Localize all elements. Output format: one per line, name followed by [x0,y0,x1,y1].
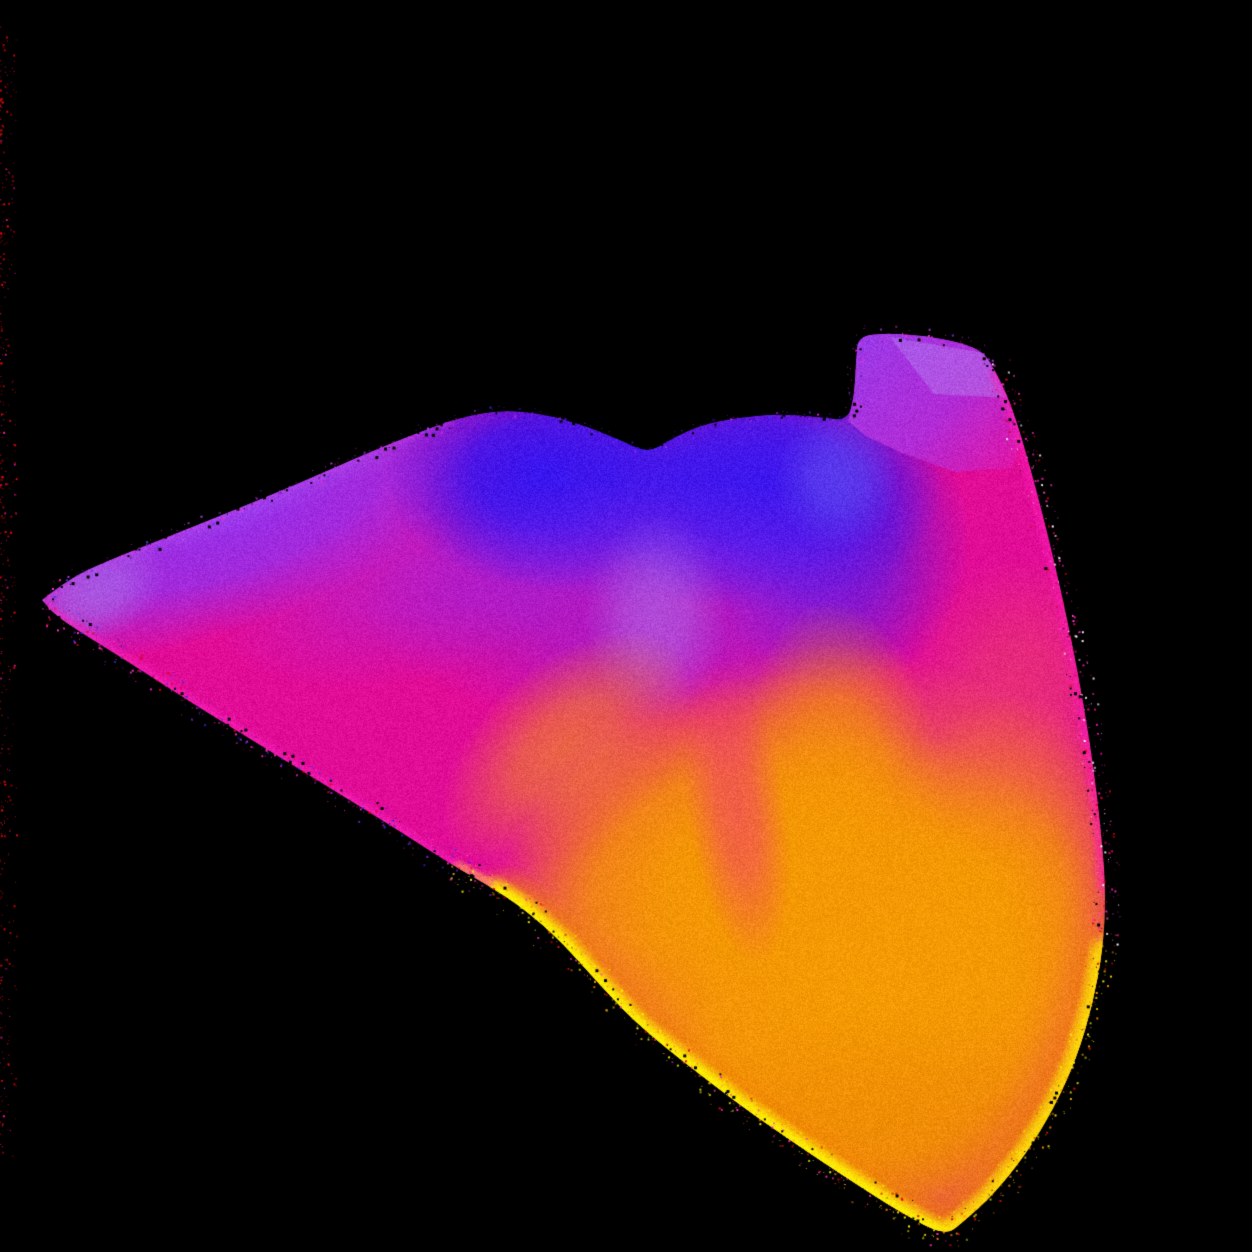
point-cloud-canvas [0,0,1252,1252]
abstract-density-render [0,0,1252,1252]
